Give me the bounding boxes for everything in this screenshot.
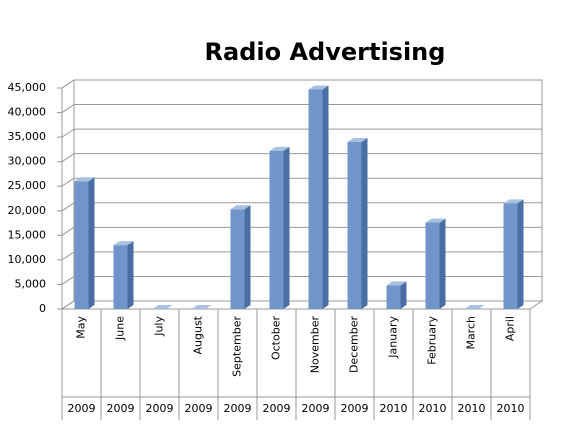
x-group-label: 2010 — [419, 402, 447, 415]
grid-line — [61, 300, 542, 310]
grid-line — [61, 153, 542, 163]
bar-top — [308, 85, 329, 90]
back-wall — [73, 79, 543, 302]
grid-line — [61, 275, 542, 285]
bar-side — [244, 205, 251, 309]
grid-side — [61, 251, 75, 261]
x-tick-label: February — [426, 316, 439, 365]
x-group-label: 2009 — [224, 402, 252, 415]
bar-side — [517, 199, 524, 309]
y-tick-label: 10,000 — [8, 253, 47, 266]
grid-side — [61, 177, 75, 187]
bar-top — [503, 199, 524, 204]
bar-side — [283, 146, 290, 309]
bar — [425, 222, 440, 309]
bar — [386, 285, 401, 309]
grid-side — [61, 202, 75, 212]
x-tick-label: April — [504, 316, 517, 341]
bar — [269, 150, 284, 309]
y-tick-label: 35,000 — [8, 130, 47, 143]
x-tick-label: January — [387, 316, 400, 359]
y-tick-label: 25,000 — [8, 179, 47, 192]
x-tick-label: October — [270, 316, 283, 360]
bar-top — [230, 205, 251, 210]
x-tick-label: June — [114, 316, 127, 341]
x-tick-label: July — [153, 316, 166, 337]
y-tick-label: 20,000 — [8, 204, 47, 217]
bar-side — [127, 241, 134, 309]
x-group-label: 2010 — [497, 402, 525, 415]
grid-side — [61, 226, 75, 236]
grid-side — [61, 300, 75, 310]
y-tick-label: 15,000 — [8, 228, 47, 241]
x-group-label: 2009 — [302, 402, 330, 415]
grid-line — [61, 177, 542, 187]
x-tick-label: December — [348, 316, 361, 374]
bar-top — [191, 305, 212, 309]
y-tick-label: 40,000 — [8, 106, 47, 119]
x-group-label: 2009 — [68, 402, 96, 415]
bar-top — [74, 177, 95, 182]
x-tick-label: March — [465, 316, 478, 350]
bar-top — [152, 305, 173, 309]
x-group-label: 2009 — [341, 402, 369, 415]
x-group-label: 2010 — [380, 402, 408, 415]
bar — [308, 89, 323, 310]
x-tick-label: November — [309, 316, 322, 374]
side-wall — [61, 79, 75, 310]
chart-title: Radio Advertising — [205, 38, 446, 66]
x-tick-label: August — [192, 315, 205, 354]
grid-line — [61, 251, 542, 261]
grid-line — [61, 104, 542, 113]
grid-side — [61, 276, 75, 285]
bar-top — [113, 241, 134, 246]
grid-side — [61, 79, 75, 89]
bar — [74, 181, 89, 309]
grid-side — [61, 104, 75, 113]
x-group-label: 2009 — [146, 402, 174, 415]
x-group-label: 2009 — [263, 402, 291, 415]
x-group-label: 2010 — [458, 402, 486, 415]
bar-side — [361, 138, 368, 309]
grid-line — [61, 226, 542, 236]
y-tick-label: 30,000 — [8, 155, 47, 168]
x-group-label: 2009 — [107, 402, 135, 415]
bar-top — [386, 281, 407, 286]
bar-side — [400, 281, 407, 309]
x-tick-label: September — [231, 316, 244, 377]
bar — [503, 203, 518, 309]
bar — [347, 142, 362, 309]
grid-side — [61, 128, 75, 138]
bar — [230, 209, 245, 309]
bar-top — [347, 138, 368, 143]
y-tick-label: 0 — [39, 302, 46, 315]
bar-side — [439, 218, 446, 309]
grid-side — [61, 153, 75, 163]
bar — [113, 245, 128, 309]
grid-line — [61, 128, 542, 138]
bar-side — [88, 177, 95, 309]
y-tick-label: 45,000 — [8, 81, 47, 94]
y-tick-label: 5,000 — [15, 277, 47, 290]
grid-line — [61, 202, 542, 212]
bar-top — [269, 146, 290, 151]
bar-top — [464, 305, 485, 309]
bar-side — [322, 85, 329, 310]
x-group-label: 2009 — [185, 402, 213, 415]
grid-line — [61, 79, 542, 89]
x-tick-label: May — [75, 316, 88, 339]
bar-top — [425, 218, 446, 223]
